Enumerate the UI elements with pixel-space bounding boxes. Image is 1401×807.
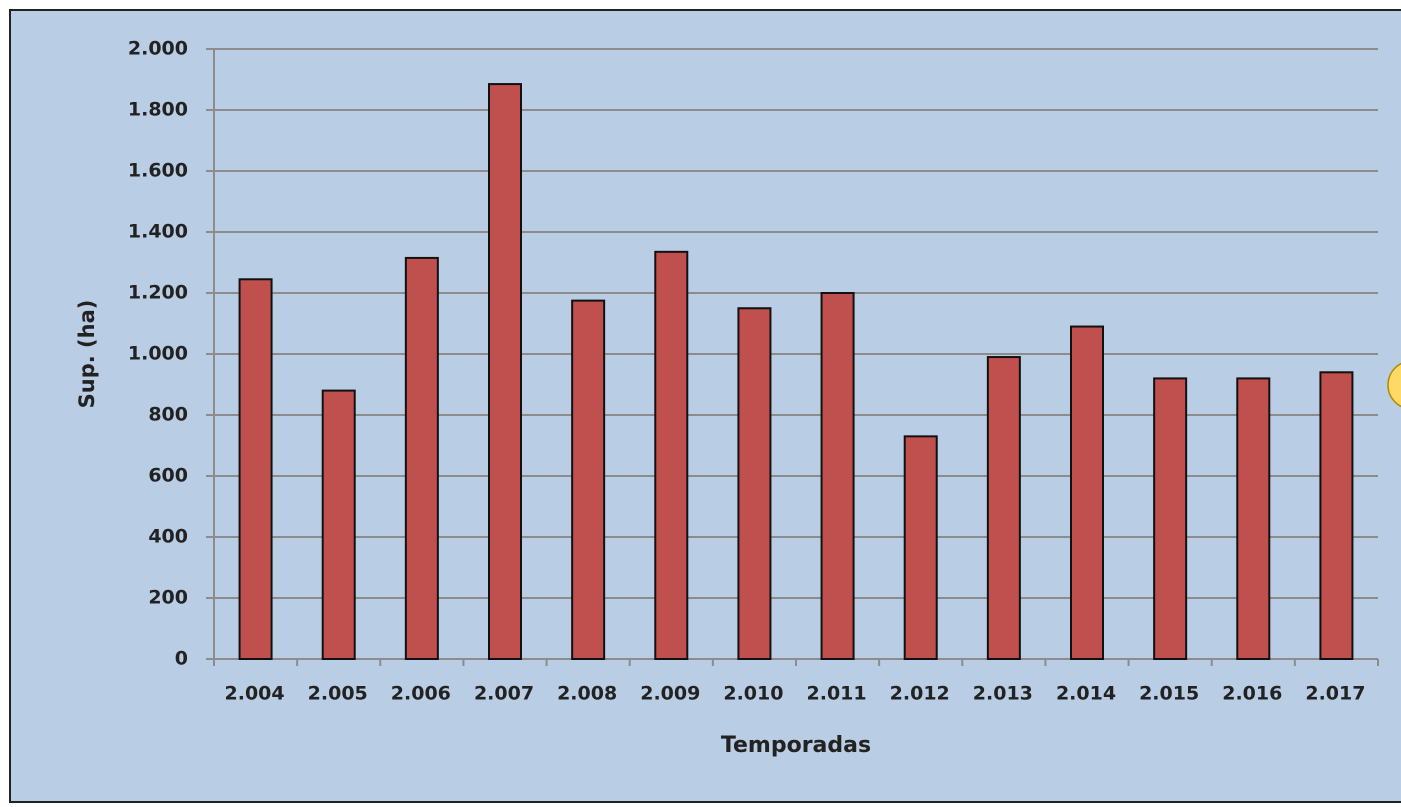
bar: [1236, 377, 1271, 660]
y-tick-label: 1.800: [128, 99, 188, 121]
bar: [404, 256, 439, 660]
x-tick-label: 2.016: [1222, 683, 1282, 705]
y-tick-label: 800: [148, 404, 188, 426]
y-tick-label: 1.200: [128, 282, 188, 304]
marker-circle: [1387, 362, 1401, 408]
x-tick-label: 2.015: [1139, 683, 1199, 705]
x-tick-label: 2.017: [1305, 683, 1365, 705]
y-axis-label: Sup. (ha): [75, 300, 99, 409]
bar: [654, 250, 689, 660]
y-tick-label: 0: [175, 648, 188, 670]
bar: [737, 307, 772, 660]
x-tick-label: 2.004: [225, 683, 285, 705]
y-tick-label: 600: [148, 465, 188, 487]
y-tick-label: 1.400: [128, 221, 188, 243]
bar: [321, 389, 356, 660]
x-tick-label: 2.014: [1056, 683, 1116, 705]
y-tick-label: 1.000: [128, 343, 188, 365]
bar: [1070, 325, 1104, 660]
x-tick-label: 2.006: [391, 683, 451, 705]
y-tick-label: 400: [148, 526, 188, 548]
x-tick-label: 2.013: [973, 683, 1033, 705]
x-tick-label: 2.005: [308, 683, 368, 705]
bar: [238, 278, 273, 660]
x-tick-label: 2.012: [890, 683, 950, 705]
x-tick-label: 2.011: [807, 683, 867, 705]
bar: [571, 299, 606, 660]
y-tick-label: 200: [148, 587, 188, 609]
x-axis-label: Temporadas: [721, 733, 871, 758]
bar: [488, 83, 522, 660]
x-tick-label: 2.007: [474, 683, 534, 705]
bar: [986, 356, 1021, 660]
x-tick-label: 2.008: [557, 683, 617, 705]
x-tick-label: 2.009: [640, 683, 700, 705]
bar: [903, 435, 938, 660]
y-tick-label: 1.600: [128, 160, 188, 182]
bar: [820, 292, 855, 660]
x-tick-label: 2.010: [723, 683, 783, 705]
bar: [1319, 371, 1354, 660]
bar: [1153, 377, 1188, 660]
y-tick-label: 2.000: [128, 38, 188, 60]
